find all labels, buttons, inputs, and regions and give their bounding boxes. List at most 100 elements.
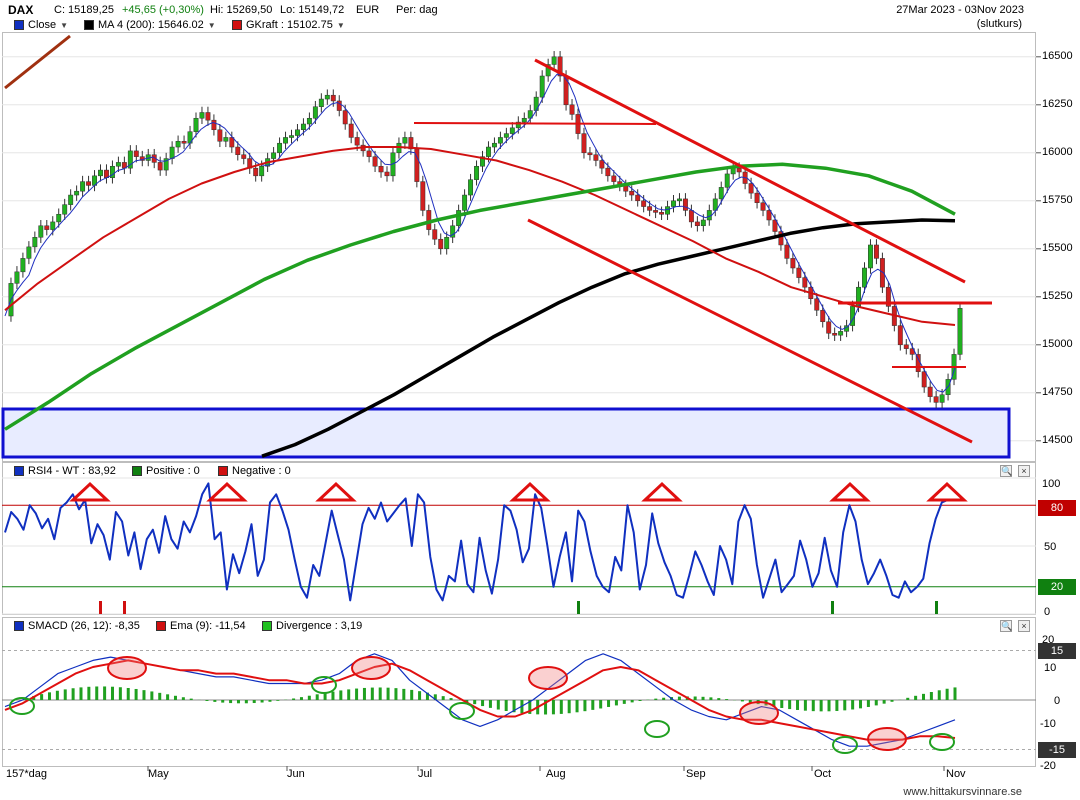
candle-body — [569, 104, 575, 115]
footer-link[interactable]: www.hittakursvinnare.se — [903, 786, 1022, 798]
divergence-bar — [150, 691, 154, 700]
divergence-bar — [874, 700, 878, 706]
candle-body — [718, 187, 724, 200]
divergence-bar — [622, 700, 626, 704]
close-value: C: 15189,25 — [54, 4, 114, 16]
candle-body — [384, 171, 390, 177]
period-label: Per: dag — [396, 4, 438, 16]
price-mode: (slutkurs) — [976, 18, 1022, 30]
divergence-bar — [418, 691, 422, 700]
candle-body — [199, 112, 205, 119]
divergence-bar — [677, 696, 681, 700]
smacd-swatch-icon — [14, 621, 24, 631]
candle-body — [503, 133, 509, 138]
candle-body — [784, 244, 790, 259]
divergence-bar — [945, 688, 949, 700]
divergence-bar — [166, 694, 170, 700]
divergence-bar — [914, 695, 918, 700]
candle-body — [169, 146, 175, 159]
candle-body — [181, 141, 187, 144]
candle-body — [545, 64, 551, 77]
legend-rsi: RSI4 - WT : 83,92 — [14, 465, 116, 477]
crossover-marker — [9, 697, 35, 715]
divergence-bar — [835, 700, 839, 711]
divergence-bar — [40, 694, 44, 700]
trend-line — [4, 34, 71, 90]
positive-swatch-icon — [132, 466, 142, 476]
candle-body — [32, 237, 38, 248]
candle-body — [372, 156, 378, 167]
divergence-bar — [796, 700, 800, 710]
green-ma-line — [4, 162, 956, 431]
candle-body — [957, 308, 963, 355]
bar-count: 157*dag — [6, 768, 47, 780]
legend-gkraft[interactable]: GKraft : 15102.75 ▼ — [232, 19, 345, 31]
divergence-bar — [583, 700, 587, 712]
candle-body — [277, 142, 283, 154]
candle-body — [724, 173, 730, 188]
zoom-icon[interactable]: 🔍 — [1000, 620, 1013, 632]
candle-body — [826, 321, 832, 334]
candle-body — [885, 286, 891, 307]
candle-body — [772, 219, 778, 232]
month-label: Aug — [546, 768, 566, 780]
month-label: Sep — [686, 768, 706, 780]
legend-close[interactable]: Close ▼ — [14, 19, 68, 31]
candle-body — [193, 117, 199, 132]
candle-body — [868, 244, 873, 269]
candle-body — [175, 141, 181, 148]
candle-body — [115, 162, 121, 167]
legend-positive-label: Positive : 0 — [146, 465, 200, 477]
candle-body — [68, 194, 74, 205]
rsi-upper-level: 80 — [1038, 500, 1076, 516]
peak-triangle — [926, 481, 968, 502]
candle-body — [127, 150, 133, 169]
crossover-marker — [449, 702, 475, 720]
divergence-bar — [441, 696, 445, 700]
divergence-bar — [260, 700, 264, 703]
divergence-bar — [496, 700, 500, 710]
candle-body — [456, 210, 462, 227]
divergence-bar — [599, 700, 603, 709]
divergence-bar — [748, 700, 752, 703]
candle-body — [80, 181, 86, 192]
candle-body — [581, 133, 587, 154]
candle-body — [760, 202, 766, 211]
candle-body — [348, 123, 354, 138]
divergence-bar — [47, 692, 51, 700]
candle-body — [74, 190, 80, 196]
macd-upper-level: 15 — [1038, 643, 1076, 659]
candle-body — [342, 110, 348, 125]
divergence-bar — [866, 700, 870, 707]
candle-body — [927, 386, 933, 397]
legend-ma200[interactable]: MA 4 (200): 15646.02 ▼ — [84, 19, 216, 31]
crossover-marker — [351, 656, 391, 680]
candle-body — [659, 212, 665, 215]
macd-tick: 10 — [1044, 662, 1057, 674]
divergence-bar — [504, 700, 508, 712]
candle-body — [682, 198, 688, 211]
divergence-bar — [323, 692, 327, 700]
peak-triangle — [509, 481, 551, 502]
zoom-icon[interactable]: 🔍 — [1000, 465, 1013, 477]
candle-body — [283, 137, 288, 144]
candle-body — [336, 100, 342, 111]
divergence-bar — [362, 687, 366, 700]
candle-body — [527, 110, 533, 119]
rsi-signal-bar — [935, 601, 938, 614]
date-range: 27Mar 2023 - 03Nov 2023 — [896, 4, 1024, 16]
legend-close-label: Close — [28, 19, 57, 31]
divergence-bar — [725, 699, 729, 700]
candle-body — [647, 206, 653, 211]
close-icon[interactable]: × — [1018, 620, 1030, 632]
divergence-bar — [181, 697, 185, 700]
candle-body — [736, 167, 742, 173]
close-icon[interactable]: × — [1018, 465, 1030, 477]
divergence-bar — [79, 687, 83, 700]
divergence-bar — [851, 700, 855, 710]
divergence-bar — [142, 690, 146, 700]
divergence-bar — [740, 700, 744, 702]
crossover-marker — [107, 656, 147, 680]
divergence-bar — [544, 700, 548, 715]
divergence-bar — [709, 697, 713, 700]
